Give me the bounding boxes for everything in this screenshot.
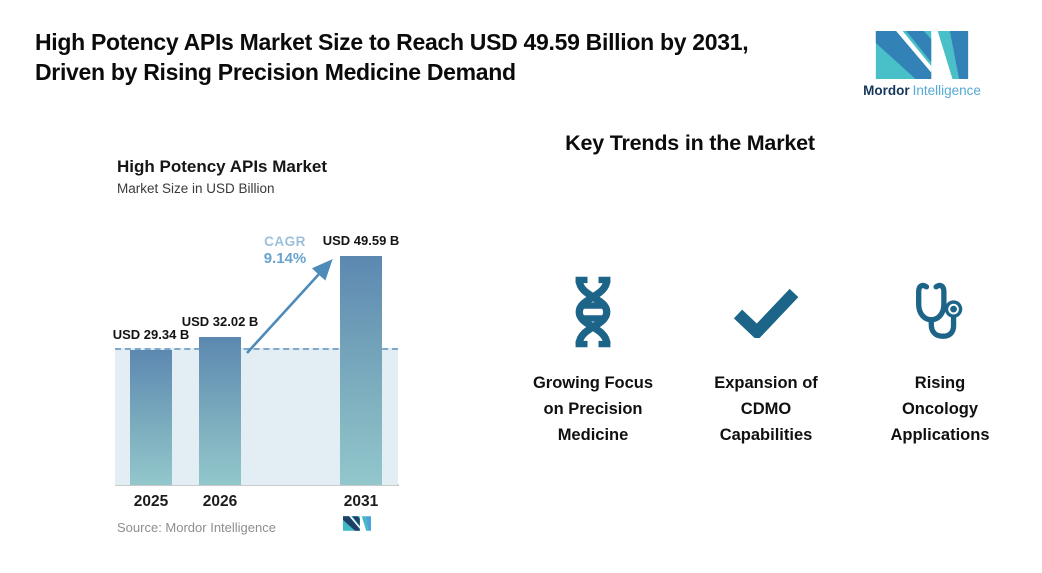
source-note: Source: Mordor Intelligence bbox=[117, 520, 276, 535]
plot-area: USD 29.34 B 2025 USD 32.02 B 2026 USD 49.59 … bbox=[113, 233, 400, 510]
checkmark-icon bbox=[733, 288, 799, 338]
chart-title: High Potency APIs Market bbox=[117, 157, 328, 176]
brand-logo: Mordor Intelligence bbox=[862, 31, 982, 98]
dna-icon bbox=[575, 276, 611, 348]
brand-name: Mordor Intelligence bbox=[862, 83, 982, 98]
x-axis-line bbox=[115, 484, 399, 486]
trends-heading: Key Trends in the Market bbox=[565, 131, 815, 155]
bar-value-label: USD 29.34 B bbox=[112, 326, 190, 342]
bar-value-label: USD 49.59 B bbox=[322, 233, 400, 248]
mordor-logo-icon bbox=[875, 31, 969, 79]
x-axis-tick-label: 2031 bbox=[343, 493, 379, 510]
mordor-logo-small-icon bbox=[343, 516, 371, 531]
trend-item-precision-medicine: Growing Focus on Precision Medicine bbox=[503, 266, 683, 448]
chart-subtitle: Market Size in USD Billion bbox=[117, 181, 275, 196]
cagr-label: CAGR bbox=[264, 234, 306, 249]
trend-item-cdmo: Expansion of CDMO Capabilities bbox=[676, 266, 856, 448]
bar-2025 bbox=[130, 349, 172, 485]
cagr-value: 9.14% bbox=[263, 250, 307, 267]
cagr-annotation: CAGR 9.14% bbox=[243, 234, 327, 267]
brand-name-bold: Mordor bbox=[863, 83, 910, 98]
trend-label: Growing Focus on Precision Medicine bbox=[532, 374, 654, 444]
bar-2031 bbox=[340, 256, 382, 485]
bar-2026 bbox=[199, 337, 241, 485]
stethoscope-icon bbox=[916, 282, 963, 339]
x-axis-tick-label: 2025 bbox=[133, 493, 169, 510]
brand-name-light: Intelligence bbox=[912, 83, 981, 98]
trend-item-oncology: Rising Oncology Applications bbox=[850, 266, 1030, 448]
growth-arrow-icon bbox=[246, 259, 333, 354]
bar-value-label: USD 32.02 B bbox=[181, 314, 259, 330]
trend-label: Rising Oncology Applications bbox=[890, 374, 990, 444]
x-axis-tick-label: 2026 bbox=[202, 493, 238, 510]
page-title: High Potency APIs Market Size to Reach U… bbox=[35, 29, 749, 85]
trend-label: Expansion of CDMO Capabilities bbox=[714, 374, 818, 444]
